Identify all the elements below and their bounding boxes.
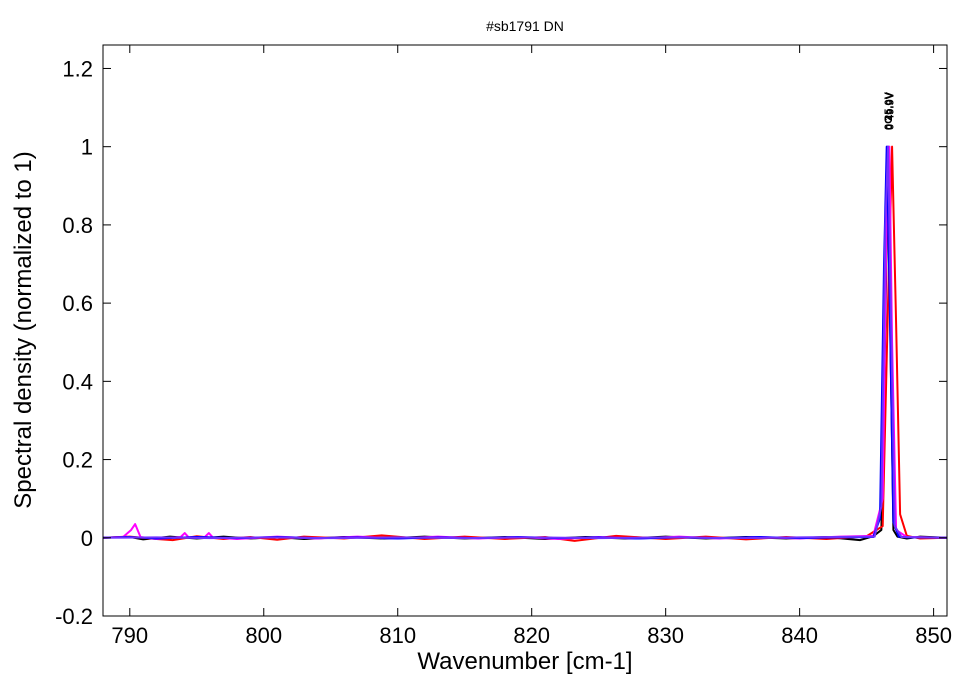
plot-frame	[102, 44, 948, 617]
y-tick-label: 0.6	[62, 291, 93, 316]
x-tick-label: 820	[513, 623, 550, 648]
x-tick-label: 850	[915, 623, 952, 648]
x-tick-label: 790	[111, 623, 148, 648]
chart-title: #sb1791 DN	[486, 18, 564, 34]
x-tick-label: 830	[647, 623, 684, 648]
y-tick-label: 0.8	[62, 213, 93, 238]
x-axis-title: Wavenumber [cm-1]	[417, 648, 632, 675]
peak-labels: 0C0 25.0V0 49.9V	[883, 91, 896, 130]
y-tick-label: 0	[81, 526, 93, 551]
ticks-layer: 790 800 810 820 830 840 850 -0.2 0 0.2 0.4 0.6 0.8 1 1…	[55, 45, 952, 648]
y-tick-label: 0.2	[62, 448, 93, 473]
series-line-5	[102, 145, 948, 540]
peak-label: 0C	[883, 116, 895, 130]
x-tick-label: 840	[781, 623, 818, 648]
series-line-4	[102, 145, 948, 540]
series-layer	[102, 145, 948, 542]
peak-label: 0 49.9V	[884, 91, 896, 130]
y-tick-label: -0.2	[55, 604, 93, 629]
y-axis-title: Spectral density (normalized to 1)	[10, 151, 37, 509]
x-tick-label: 810	[379, 623, 416, 648]
x-tick-label: 800	[245, 623, 282, 648]
y-tick-label: 0.4	[62, 369, 93, 394]
y-tick-label: 1	[81, 135, 93, 160]
y-tick-label: 1.2	[62, 56, 93, 81]
series-line-1	[102, 145, 948, 542]
peak-label: 0 25.0V	[883, 91, 895, 130]
series-line-3	[102, 145, 948, 540]
series-line-2	[102, 145, 948, 542]
